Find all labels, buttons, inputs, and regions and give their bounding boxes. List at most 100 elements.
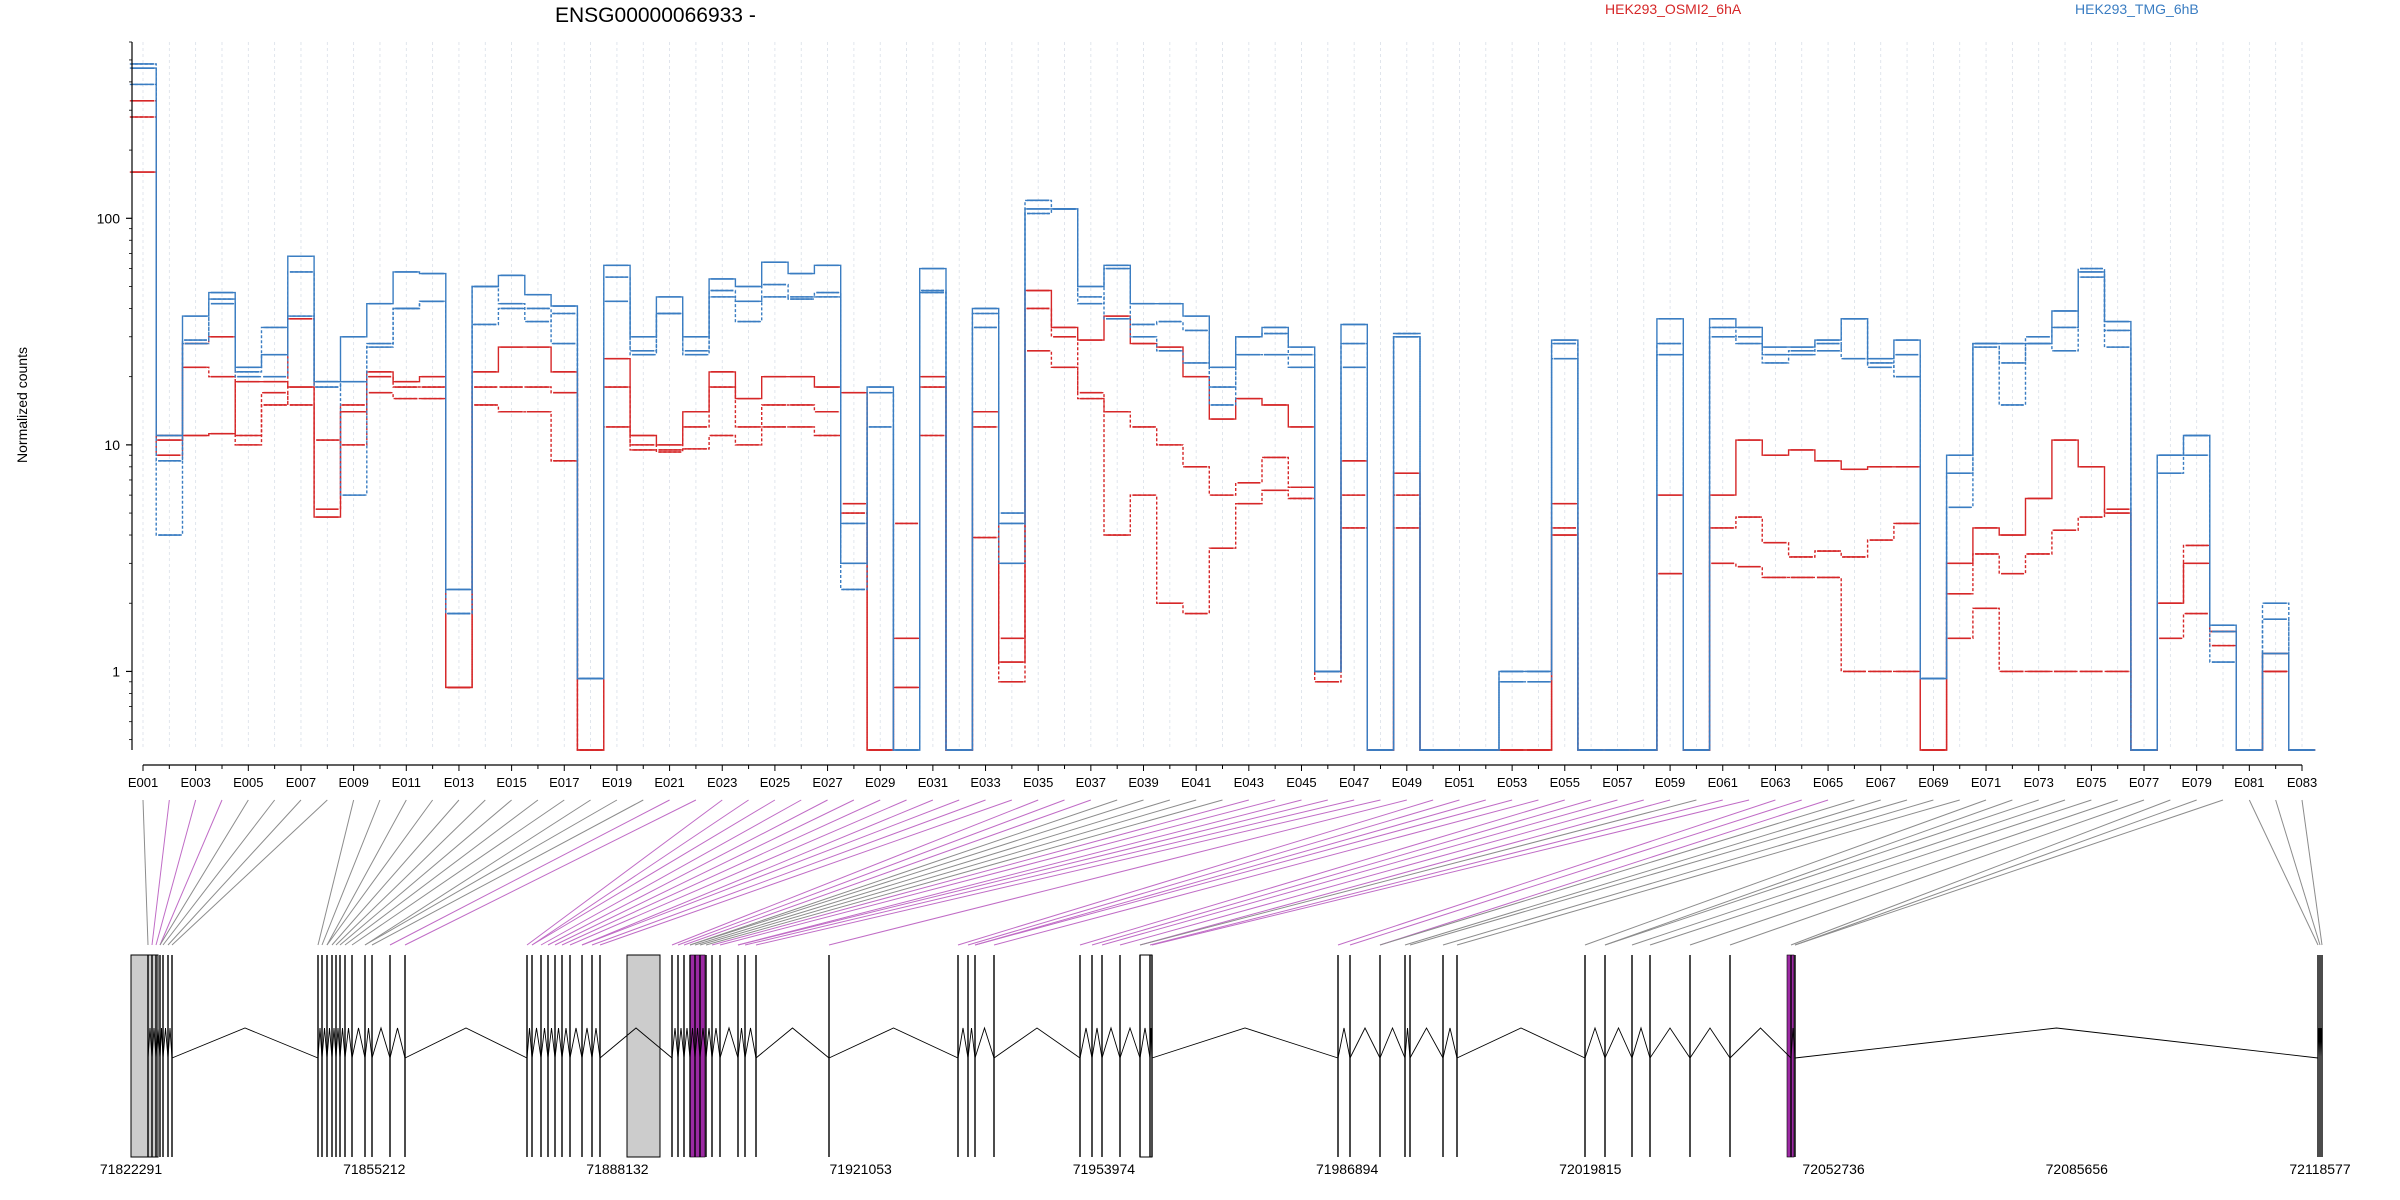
intron-line — [531, 1027, 542, 1059]
x-tick-label: E001 — [128, 775, 158, 790]
exon-connector — [1404, 799, 1881, 946]
intron-line — [1119, 1026, 1141, 1059]
x-tick-label: E049 — [1392, 775, 1422, 790]
x-tick-label: E083 — [2287, 775, 2317, 790]
exon-connector — [689, 799, 1144, 946]
intron-line — [967, 1027, 976, 1059]
intron-line — [540, 1027, 549, 1059]
exon-connector — [705, 799, 1223, 946]
exon-connector — [1649, 799, 2092, 946]
exon-connector — [547, 799, 828, 946]
exon-connector — [540, 799, 802, 946]
exon-connector — [711, 799, 1249, 946]
x-tick-label: E045 — [1286, 775, 1316, 790]
genomic-coordinate-label: 71953974 — [1073, 1161, 1136, 1177]
x-tick-label: E015 — [496, 775, 526, 790]
exon-connector — [554, 799, 855, 946]
exon-connector — [1409, 799, 1908, 946]
intron-line — [351, 1027, 366, 1059]
exon-connector — [694, 799, 1170, 946]
genomic-coordinate-label: 72085656 — [2046, 1161, 2109, 1177]
intron-line — [711, 1027, 721, 1059]
intron-line — [1790, 1027, 1796, 1059]
intron-line — [744, 1027, 757, 1059]
exon-connector — [326, 799, 434, 946]
x-tick-label: E055 — [1550, 775, 1580, 790]
x-tick-label: E047 — [1339, 775, 1369, 790]
intron-line — [561, 1027, 571, 1059]
exon-connector — [162, 799, 276, 946]
x-tick-label: E019 — [602, 775, 632, 790]
exon-connector — [993, 799, 1539, 946]
intron-line — [1604, 1026, 1633, 1059]
intron-line — [554, 1027, 563, 1059]
intron-line — [317, 1027, 323, 1059]
intron-line — [162, 1027, 169, 1059]
x-tick-label: E023 — [707, 775, 737, 790]
x-tick-label: E007 — [286, 775, 316, 790]
exon-connector — [755, 799, 1381, 946]
exon-connector — [569, 799, 907, 946]
intron-line — [755, 1027, 830, 1059]
x-tick-label: E075 — [2076, 775, 2106, 790]
intron-line — [147, 1027, 153, 1059]
genomic-coordinate-label: 71855212 — [343, 1161, 406, 1177]
exon-connector — [159, 799, 249, 946]
exon-connector — [317, 799, 355, 946]
x-tick-label: E003 — [180, 775, 210, 790]
exon-connector — [1379, 799, 1855, 946]
exon-connector — [737, 799, 1302, 946]
x-tick-label: E063 — [1760, 775, 1790, 790]
x-tick-label: E057 — [1602, 775, 1632, 790]
exon-connector — [155, 799, 197, 946]
exon-connector — [1337, 799, 1776, 946]
chart-title: ENSG00000066933 - — [555, 4, 756, 27]
intron-line — [151, 1027, 157, 1059]
intron-line — [1584, 1026, 1606, 1059]
intron-line — [171, 1027, 319, 1059]
exon-connector — [371, 799, 644, 946]
x-tick-label: E031 — [918, 775, 948, 790]
x-tick-label: E059 — [1655, 775, 1685, 790]
genomic-coordinate-label: 72118577 — [2289, 1161, 2350, 1177]
x-tick-label: E065 — [1813, 775, 1843, 790]
x-tick-label: E033 — [970, 775, 1000, 790]
intron-line — [1456, 1027, 1586, 1059]
exon-connector — [2301, 799, 2323, 946]
x-tick-label: E029 — [865, 775, 895, 790]
x-tick-label: E077 — [2129, 775, 2159, 790]
exon-connector — [171, 799, 328, 946]
x-tick-label: E039 — [1128, 775, 1158, 790]
exon-connector — [1604, 799, 2039, 946]
x-tick-label: E069 — [1918, 775, 1948, 790]
intron-line — [404, 1027, 528, 1059]
exon-connector — [581, 799, 934, 946]
intron-line — [1442, 1027, 1458, 1059]
intron-line — [331, 1027, 337, 1059]
intron-line — [737, 1027, 746, 1059]
y-tick-label: 100 — [97, 210, 121, 226]
x-tick-label: E051 — [1444, 775, 1474, 790]
exon-connector — [159, 799, 223, 946]
genomic-coordinate-label: 72052736 — [1802, 1161, 1865, 1177]
intron-line — [364, 1027, 373, 1059]
highlight-exon — [689, 954, 706, 1158]
intron-line — [371, 1026, 391, 1059]
exon-connector — [167, 799, 302, 946]
x-tick-label: E067 — [1866, 775, 1896, 790]
intron-line — [344, 1027, 353, 1059]
utr-block — [626, 954, 661, 1158]
intron-line — [719, 1026, 739, 1059]
intron-line — [1337, 1027, 1351, 1059]
exon-connector — [737, 799, 1328, 946]
exon-connector — [326, 799, 407, 946]
exon-connector — [1729, 799, 2145, 946]
exon-connector — [151, 799, 170, 946]
y-axis: 1 10 100 — [97, 41, 133, 750]
intron-line — [1091, 1027, 1103, 1059]
exon-connector — [404, 799, 697, 946]
x-tick-label: E041 — [1181, 775, 1211, 790]
x-tick-label: E061 — [1708, 775, 1738, 790]
y-tick-label: 10 — [104, 437, 120, 453]
intron-line — [1404, 1027, 1411, 1059]
